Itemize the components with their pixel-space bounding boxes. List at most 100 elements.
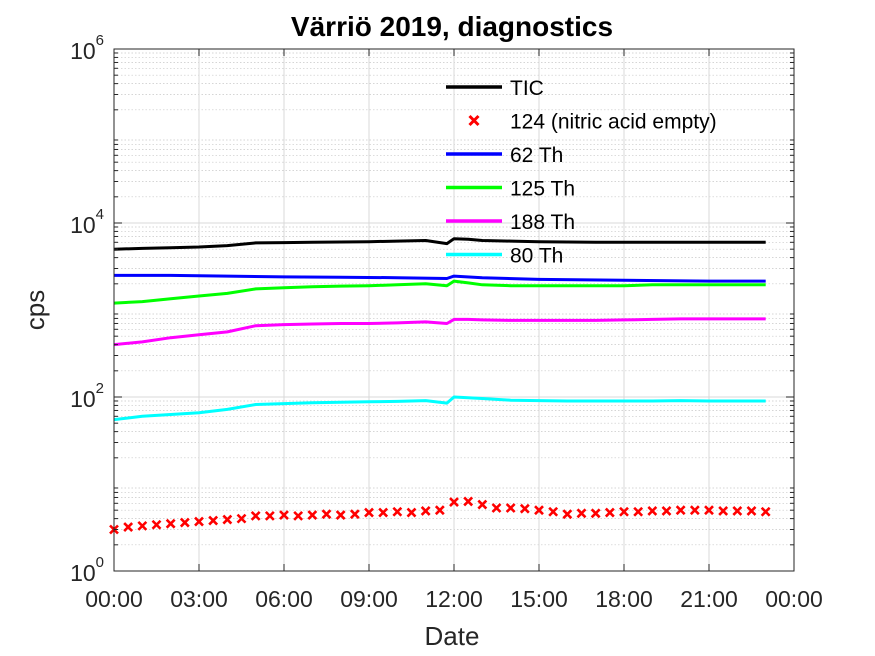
y-tick-exponent: 0 — [96, 554, 104, 571]
legend-item: 188 Th — [446, 211, 575, 234]
data-point — [165, 518, 176, 529]
series-125-th — [113, 279, 766, 305]
data-point — [392, 506, 403, 517]
legend-label: 62 Th — [510, 144, 563, 167]
series-line — [113, 237, 766, 251]
x-tick-label: 06:00 — [255, 586, 313, 612]
data-point — [519, 503, 530, 514]
data-point — [604, 507, 615, 518]
data-point — [378, 507, 389, 518]
data-point — [505, 503, 516, 513]
y-tick-label: 104 — [70, 206, 104, 238]
data-point — [335, 510, 346, 520]
y-tick-base: 10 — [70, 560, 96, 586]
y-tick-base: 10 — [70, 38, 96, 64]
series-124-nitric-acid-empty — [109, 496, 771, 535]
legend-label: 188 Th — [510, 211, 575, 234]
x-tick-label: 18:00 — [595, 586, 653, 612]
data-point — [675, 505, 686, 516]
data-point — [420, 506, 431, 516]
x-tick-label: 15:00 — [510, 586, 568, 612]
legend-item: 125 Th — [446, 178, 575, 201]
y-tick-label: 100 — [70, 554, 104, 586]
data-point — [151, 519, 162, 530]
series-188-th — [113, 317, 766, 347]
data-point — [534, 505, 544, 516]
data-point — [746, 506, 757, 516]
data-point — [449, 497, 459, 507]
data-point — [293, 510, 304, 521]
data-point — [576, 508, 587, 519]
legend-item: TIC — [446, 77, 544, 100]
series-line — [113, 395, 766, 422]
data-point — [279, 510, 289, 520]
x-tick-label: 00:00 — [85, 586, 143, 612]
y-tick-label: 106 — [70, 32, 104, 64]
y-tick-exponent: 2 — [96, 380, 104, 397]
data-point — [647, 506, 658, 516]
y-tick-exponent: 4 — [96, 206, 104, 223]
data-point — [307, 510, 318, 520]
legend-label: 124 (nitric acid empty) — [510, 111, 717, 134]
data-point — [236, 513, 247, 524]
series-group — [109, 237, 771, 535]
series-80-th — [113, 395, 766, 422]
data-point — [477, 499, 488, 510]
x-tick-label: 00:00 — [765, 586, 823, 612]
data-point — [194, 516, 204, 527]
data-point — [222, 514, 233, 525]
legend-marker — [468, 114, 480, 127]
x-tick-label: 12:00 — [425, 586, 483, 612]
data-point — [463, 496, 474, 507]
data-point — [491, 503, 502, 513]
data-point — [590, 508, 601, 519]
y-axis-label: cps — [20, 290, 50, 330]
y-tick-base: 10 — [70, 386, 96, 412]
data-point — [548, 506, 559, 517]
x-tick-label: 09:00 — [340, 586, 398, 612]
legend-label: 80 Th — [510, 245, 563, 268]
data-point — [137, 520, 148, 531]
data-point — [562, 509, 573, 520]
data-point — [434, 505, 445, 516]
x-axis-label: Date — [425, 621, 480, 651]
data-point — [208, 515, 219, 526]
y-tick-base: 10 — [70, 212, 96, 238]
data-point — [364, 507, 374, 518]
series-62-th — [114, 273, 766, 283]
series-line — [113, 279, 766, 305]
data-point — [179, 517, 190, 528]
data-point — [264, 510, 275, 521]
x-tick-label: 03:00 — [170, 586, 228, 612]
series-line — [113, 317, 766, 347]
data-point — [349, 509, 360, 520]
legend: TIC 124 (nitric acid empty) 62 Th 125 Th 188… — [446, 77, 717, 268]
y-tick-exponent: 6 — [96, 32, 104, 49]
data-point — [250, 510, 261, 521]
y-tick-label: 102 — [70, 380, 104, 412]
series-line — [114, 273, 766, 283]
data-point — [704, 505, 714, 516]
data-point — [732, 506, 743, 516]
legend-label: TIC — [510, 77, 544, 100]
x-tick-label: 21:00 — [680, 586, 738, 612]
legend-label: 125 Th — [510, 178, 575, 201]
data-point — [321, 509, 332, 520]
data-point — [760, 506, 771, 517]
legend-item: 124 (nitric acid empty) — [468, 111, 717, 134]
axis-ticks — [113, 48, 795, 572]
data-point — [633, 506, 644, 517]
data-point — [718, 506, 729, 516]
data-point — [661, 506, 672, 516]
data-point — [406, 507, 417, 518]
legend-item: 62 Th — [446, 144, 563, 167]
chart-title: Värriö 2019, diagnostics — [291, 11, 613, 42]
x-tick-labels: 00:00 03:00 06:00 09:00 12:00 15:00 18:00 21:00… — [85, 586, 823, 612]
legend-item: 80 Th — [446, 245, 563, 268]
data-point — [689, 505, 700, 516]
series-tic — [113, 237, 766, 251]
data-point — [619, 506, 629, 517]
data-point — [123, 522, 134, 532]
